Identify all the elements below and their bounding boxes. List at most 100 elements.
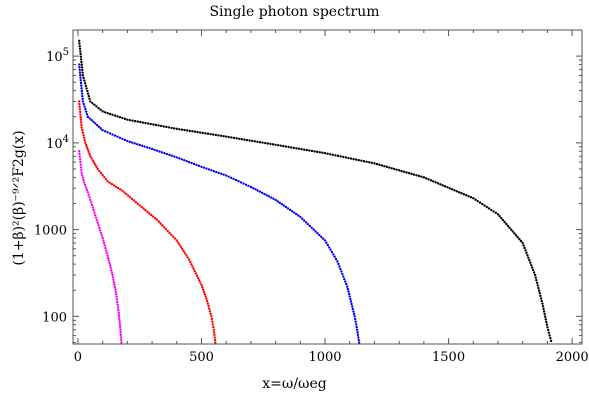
data-point — [334, 257, 338, 261]
data-point — [81, 94, 84, 98]
data-point — [115, 293, 118, 296]
data-point — [549, 337, 552, 340]
data-point — [159, 222, 162, 225]
data-point — [86, 190, 90, 194]
data-point — [152, 123, 155, 126]
data-point — [133, 119, 137, 123]
data-point — [526, 254, 529, 257]
data-point — [506, 224, 510, 228]
data-point — [78, 105, 81, 108]
data-point — [142, 207, 145, 210]
data-point — [82, 136, 86, 139]
data-point — [99, 231, 103, 235]
data-point — [106, 254, 109, 257]
data-point — [292, 211, 296, 214]
data-point — [192, 162, 196, 166]
data-point — [86, 115, 90, 118]
data-point — [112, 278, 115, 281]
data-point — [261, 141, 264, 144]
data-point — [348, 295, 351, 298]
data-point — [420, 175, 423, 178]
data-point — [355, 158, 358, 161]
data-point — [175, 239, 178, 242]
data-point — [536, 284, 539, 287]
data-point — [98, 169, 101, 173]
y-axis-label: (1+β)²(β)⁻⁹ᐟ²F2g(x) — [11, 130, 27, 266]
data-point — [269, 142, 272, 146]
data-point — [131, 119, 134, 122]
data-point — [132, 199, 136, 202]
data-point — [239, 181, 243, 184]
data-point — [546, 328, 550, 332]
data-point — [548, 334, 551, 337]
data-point — [83, 105, 86, 108]
data-point — [108, 132, 112, 135]
data-point — [100, 234, 104, 237]
data-point — [224, 135, 228, 138]
data-point — [405, 171, 408, 174]
data-point — [97, 125, 101, 129]
data-point — [400, 169, 403, 173]
data-point — [78, 110, 82, 114]
data-point — [302, 219, 306, 222]
data-point — [207, 305, 210, 308]
data-point — [351, 307, 355, 311]
data-point — [80, 169, 83, 172]
data-point — [80, 87, 83, 90]
data-point — [549, 339, 553, 343]
data-point — [395, 168, 398, 171]
data-point — [251, 139, 254, 143]
data-point — [427, 178, 430, 181]
data-point — [525, 251, 528, 255]
data-point — [119, 188, 122, 191]
data-point — [103, 130, 107, 133]
data-point — [148, 146, 151, 150]
data-point — [485, 205, 488, 209]
data-point — [362, 160, 366, 163]
y-tick-label: 100 — [42, 310, 67, 325]
data-point — [123, 191, 126, 194]
data-point — [351, 305, 354, 308]
data-point — [199, 281, 202, 284]
data-point — [144, 121, 147, 125]
data-point — [342, 155, 345, 159]
data-point — [538, 292, 541, 295]
data-point — [274, 143, 277, 146]
data-point — [355, 325, 358, 329]
data-point — [516, 236, 519, 239]
data-point — [254, 188, 257, 191]
data-point — [448, 187, 451, 190]
data-point — [114, 288, 117, 291]
data-point — [78, 42, 81, 45]
data-point — [90, 118, 93, 122]
data-point — [159, 124, 163, 128]
data-point — [84, 84, 88, 88]
data-point — [113, 283, 116, 286]
data-point — [109, 266, 112, 269]
data-point — [79, 50, 82, 53]
data-point — [232, 136, 236, 140]
data-point — [144, 208, 147, 212]
data-point — [313, 150, 316, 153]
data-point — [151, 215, 155, 218]
data-point — [82, 76, 85, 80]
data-point — [212, 325, 215, 329]
data-point — [207, 168, 211, 171]
data-point — [521, 241, 524, 245]
data-point — [80, 66, 84, 69]
data-point — [388, 166, 391, 169]
data-point — [157, 124, 160, 127]
y-axis-ticks: 100 1000 104 105 — [34, 29, 582, 343]
data-point — [523, 246, 526, 250]
data-point — [332, 253, 335, 256]
data-point — [321, 151, 324, 154]
data-point — [356, 333, 360, 337]
data-point — [352, 157, 355, 161]
data-point — [78, 44, 81, 48]
data-point — [330, 250, 334, 254]
data-point — [238, 137, 241, 140]
data-point — [349, 300, 353, 303]
data-point — [115, 298, 119, 301]
data-point — [80, 126, 83, 129]
data-point — [121, 116, 124, 120]
